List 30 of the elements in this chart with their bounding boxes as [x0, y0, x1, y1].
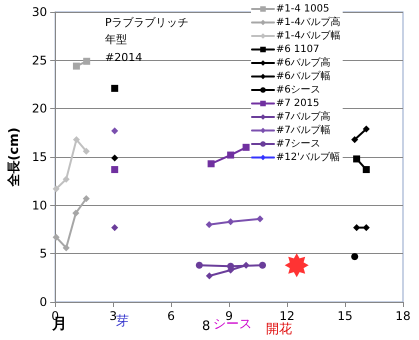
legend-label: #7バルブ幅: [276, 124, 331, 136]
legend-label: #1-4バルブ幅: [276, 30, 341, 42]
y-tick-label: 20: [32, 102, 48, 116]
y-tick-label: 10: [32, 198, 48, 212]
x-tick-label: 6: [167, 309, 175, 323]
legend-label: #6バルブ高: [276, 56, 331, 68]
legend-label: #1-4バルブ高: [276, 16, 341, 28]
y-tick-label: 15: [32, 150, 48, 164]
text: 芽: [116, 314, 129, 329]
y-tick-label: 0: [40, 295, 48, 309]
legend-label: #7バルブ高: [276, 110, 331, 122]
x-tick-label: 15: [337, 309, 353, 323]
y-axis-title: 全長(cm): [7, 127, 22, 188]
x-tick-label: 18: [395, 309, 411, 323]
legend-label: #7シース: [276, 138, 321, 150]
x-tick-label: 12: [279, 309, 295, 323]
legend-label: #6 1107: [276, 44, 320, 55]
text: Pラブラブリッチ年型: [105, 16, 189, 46]
y-tick-label: 30: [32, 5, 48, 19]
text: 8: [202, 319, 210, 334]
legend-label: #12'バルブ幅: [276, 151, 340, 163]
y-tick-label: 25: [32, 53, 48, 68]
legend-label: #1-4 1005: [276, 4, 330, 14]
text: 開花: [266, 322, 292, 337]
legend-label: #6バルブ幅: [276, 70, 331, 82]
text: #2014: [105, 51, 142, 64]
y-tick-label: 5: [40, 246, 48, 261]
legend-label: #7 2015: [276, 98, 320, 109]
x-tick-label: 3: [109, 309, 117, 323]
legend-label: #6シース: [276, 84, 321, 96]
